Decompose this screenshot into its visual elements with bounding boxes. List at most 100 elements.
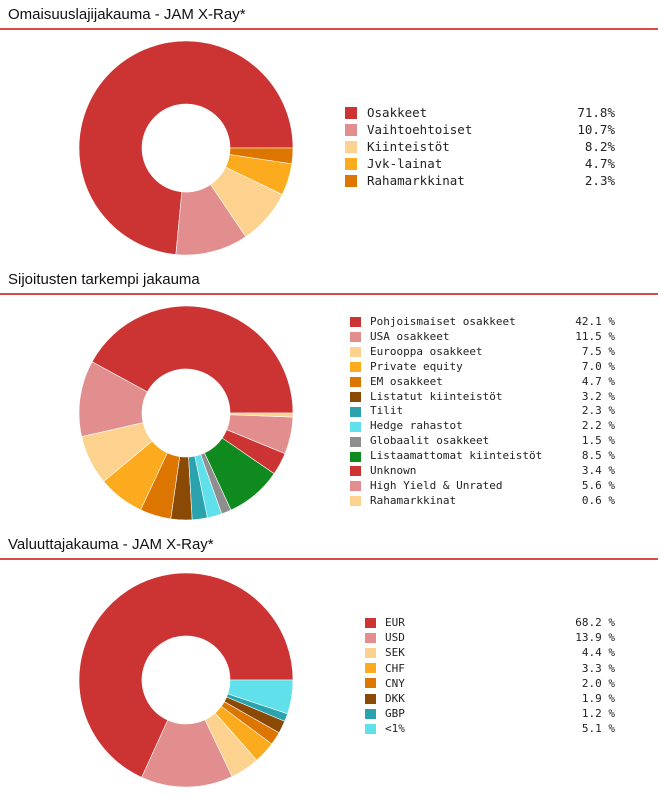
legend-value: 7.0 % <box>581 359 615 373</box>
legend-swatch <box>365 708 376 719</box>
legend-item-eur: EUR 68.2 % <box>365 615 615 630</box>
legend-value: 2.0 % <box>581 676 615 690</box>
legend-label: Private equity <box>370 359 463 373</box>
legend-value: 8.5 % <box>581 449 615 463</box>
legend-label: Osakkeet <box>367 105 428 120</box>
slice-eur <box>78 572 294 778</box>
currency-allocation-donut <box>78 572 294 788</box>
slice-rahamarkkinat <box>229 147 294 165</box>
legend-swatch <box>350 436 361 447</box>
legend-label: Rahamarkkinat <box>370 493 457 507</box>
legend-swatch <box>365 663 376 674</box>
legend-item-listatut-kiinteist-t: Listatut kiinteistöt 3.2 % <box>350 390 615 405</box>
legend-value: 68.2 % <box>575 616 615 629</box>
legend-label: Jvk-lainat <box>367 156 443 171</box>
asset-allocation-donut <box>78 40 294 256</box>
legend-item-rahamarkkinat: Rahamarkkinat 2.3% <box>345 172 615 189</box>
legend-label: EM osakkeet <box>370 374 443 388</box>
slice-osakkeet <box>78 40 294 255</box>
asset-allocation-legend: Osakkeet 71.8% Vaihtoehtoiset 10.7% Kiinteis… <box>345 104 615 194</box>
legend-value: 1.9 % <box>581 692 615 705</box>
section-title: Sijoitusten tarkempi jakauma <box>8 271 200 288</box>
legend-label: USA osakkeet <box>370 329 450 343</box>
legend-value: 71.8% <box>577 105 615 120</box>
legend-swatch <box>350 317 361 328</box>
legend-value: 5.6 % <box>581 478 615 492</box>
legend-label: EUR <box>385 616 405 629</box>
legend-label: SEK <box>385 646 405 660</box>
section-divider <box>0 28 658 30</box>
legend-value: 3.3 % <box>581 661 615 675</box>
legend-label: Listaamattomat kiinteistöt <box>370 449 543 463</box>
legend-label: Tilit <box>370 404 404 418</box>
legend-value: 2.3% <box>584 173 615 188</box>
legend-swatch <box>365 693 376 704</box>
legend-swatch <box>350 332 361 343</box>
legend-swatch <box>345 140 357 153</box>
legend-value: 4.7% <box>584 156 615 171</box>
legend-value: 2.3 % <box>581 404 615 418</box>
section-title: Valuuttajakauma - JAM X-Ray* <box>8 536 214 553</box>
legend-label: High Yield & Unrated <box>370 478 503 492</box>
legend-item-tilit: Tilit 2.3 % <box>350 404 615 419</box>
legend-item-vaihtoehtoiset: Vaihtoehtoiset 10.7% <box>345 121 615 138</box>
legend-item-rahamarkkinat: Rahamarkkinat 0.6 % <box>350 494 615 509</box>
legend-item-chf: CHF 3.3 % <box>365 661 615 676</box>
legend-value: 1.5 % <box>581 434 615 448</box>
legend-item-unknown: Unknown 3.4 % <box>350 464 615 479</box>
legend-value: 0.6 % <box>581 493 615 507</box>
legend-value: 2.2 % <box>581 419 615 433</box>
legend-item-hedge-rahastot: Hedge rahastot 2.2 % <box>350 419 615 434</box>
legend-swatch <box>350 347 361 358</box>
legend-label: CNY <box>385 676 405 690</box>
legend-label: Rahamarkkinat <box>367 173 465 188</box>
legend-item-usd: USD 13.9 % <box>365 630 615 645</box>
legend-swatch <box>365 647 376 658</box>
legend-swatch <box>365 617 376 628</box>
section-divider <box>0 293 658 295</box>
legend-value: 5.1 % <box>581 722 615 736</box>
legend-swatch <box>345 123 357 136</box>
legend-item-gbp: GBP 1.2 % <box>365 706 615 721</box>
legend-item-osakkeet: Osakkeet 71.8% <box>345 104 615 121</box>
legend-value: 13.9 % <box>575 631 615 645</box>
legend-swatch <box>350 362 361 373</box>
legend-item-listaamattomat-kiinteist-t: Listaamattomat kiinteistöt 8.5 % <box>350 449 615 464</box>
legend-label: Kiinteistöt <box>367 139 450 154</box>
legend-item-sek: SEK 4.4 % <box>365 645 615 660</box>
legend-swatch <box>345 157 357 170</box>
legend-label: Pohjoismaiset osakkeet <box>370 315 516 328</box>
section-divider <box>0 558 658 560</box>
legend-swatch <box>350 391 361 402</box>
legend-item-high-yield-unrated: High Yield & Unrated 5.6 % <box>350 479 615 494</box>
legend-swatch <box>350 466 361 477</box>
legend-item-1: <1% 5.1 % <box>365 721 615 736</box>
slice-pohjoismaiset-osakkeet <box>91 305 294 414</box>
legend-swatch <box>365 632 376 643</box>
legend-swatch <box>365 723 376 734</box>
legend-label: Hedge rahastot <box>370 419 463 433</box>
legend-value: 8.2% <box>584 139 615 154</box>
legend-item-globaalit-osakkeet: Globaalit osakkeet 1.5 % <box>350 434 615 449</box>
legend-label: GBP <box>385 707 405 721</box>
legend-item-private-equity: Private equity 7.0 % <box>350 360 615 375</box>
legend-swatch <box>345 106 357 119</box>
currency-allocation-legend: EUR 68.2 % USD 13.9 % SEK 4.4 % CHF 3.3 % CNY 2.0… <box>365 615 615 740</box>
legend-swatch <box>350 421 361 432</box>
detailed-allocation-donut <box>78 305 294 521</box>
legend-label: USD <box>385 631 405 645</box>
legend-label: Eurooppa osakkeet <box>370 344 483 358</box>
legend-swatch <box>350 406 361 417</box>
legend-item-eurooppa-osakkeet: Eurooppa osakkeet 7.5 % <box>350 345 615 360</box>
legend-value: 11.5 % <box>575 329 615 343</box>
section-title: Omaisuuslajijakauma - JAM X-Ray* <box>8 6 246 23</box>
legend-swatch <box>365 678 376 689</box>
legend-item-em-osakkeet: EM osakkeet 4.7 % <box>350 375 615 390</box>
legend-swatch <box>350 377 361 388</box>
legend-item-usa-osakkeet: USA osakkeet 11.5 % <box>350 330 615 345</box>
legend-value: 10.7% <box>577 122 615 137</box>
legend-label: Globaalit osakkeet <box>370 434 490 448</box>
legend-value: 42.1 % <box>575 315 615 328</box>
legend-item-jvk-lainat: Jvk-lainat 4.7% <box>345 155 615 172</box>
legend-label: CHF <box>385 661 405 675</box>
